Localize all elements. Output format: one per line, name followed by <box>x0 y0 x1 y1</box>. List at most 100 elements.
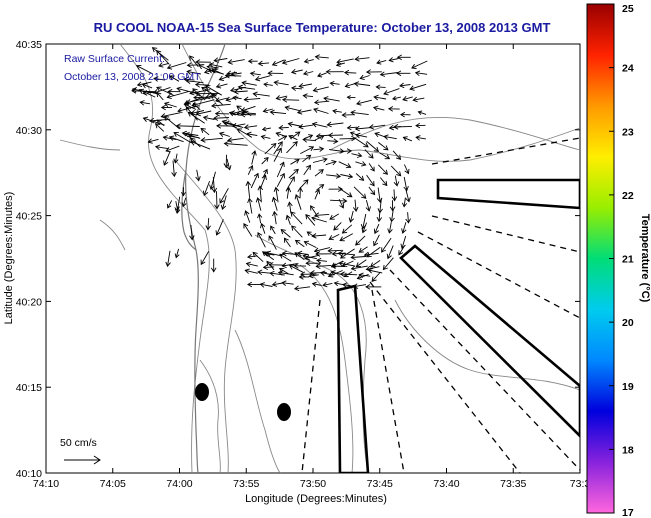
current-vector-arrow <box>327 138 339 145</box>
current-vector-arrow <box>343 69 357 76</box>
colorbar-tick-label: 21 <box>622 254 634 266</box>
current-vector-arrow <box>332 108 342 114</box>
x-axis-ticks: 74:10 74:05 74:00 73:55 73:50 73:45 73:40 73:35… <box>33 44 590 490</box>
colorbar-label: Temperature (°C) <box>639 214 651 303</box>
current-vector-arrow <box>200 137 223 143</box>
current-vector-arrow <box>364 149 374 159</box>
current-vector-arrow <box>287 121 303 128</box>
current-vector-arrow <box>314 212 330 218</box>
current-vector-arrow <box>379 71 398 77</box>
current-vector-arrow <box>417 110 427 115</box>
current-vector-arrow <box>412 96 425 103</box>
x-tick-label: 73:55 <box>233 478 259 490</box>
current-vector-arrow <box>265 250 283 257</box>
current-vector-arrow <box>400 111 411 118</box>
current-vector-arrow <box>356 273 369 280</box>
current-vector-arrow <box>223 154 230 169</box>
current-vector-arrow <box>202 180 211 197</box>
current-vector-arrow <box>227 137 244 143</box>
current-vector-arrow <box>264 142 277 155</box>
current-vector-arrow <box>131 88 156 94</box>
current-vector-arrow <box>243 96 261 103</box>
current-vector-arrow <box>367 268 383 274</box>
current-vector-arrow <box>166 91 189 100</box>
current-vector-arrow <box>290 211 303 225</box>
current-vector-arrow <box>291 225 303 238</box>
current-vector-arrow <box>354 56 370 62</box>
current-vector-arrow <box>391 189 398 202</box>
current-vector-arrow <box>200 127 210 136</box>
colorbar-tick-label: 17 <box>622 507 634 518</box>
current-vector-arrow <box>353 81 371 87</box>
current-vector-arrow <box>241 110 257 116</box>
current-vector-arrow <box>366 246 381 258</box>
current-vector-arrow <box>402 136 413 142</box>
current-vector-arrow <box>350 109 369 116</box>
current-vector-arrow <box>313 247 331 254</box>
current-vector-arrow <box>316 257 328 264</box>
current-vector-arrow <box>414 70 428 77</box>
current-vector-arrow <box>231 122 246 129</box>
current-vector-arrow <box>329 80 340 87</box>
chart-title: RU COOL NOAA-15 Sea Surface Temperature:… <box>94 20 551 35</box>
current-vector-arrow <box>185 97 209 105</box>
current-vector-arrow <box>294 193 302 210</box>
current-vector-arrow <box>198 64 216 74</box>
current-vector-arrow <box>390 165 402 177</box>
current-vector-arrow <box>303 240 317 249</box>
buoy-marker-2 <box>277 403 291 421</box>
current-vector-arrow <box>218 75 231 81</box>
current-vector-arrow <box>284 105 301 112</box>
current-vector-arrow <box>354 137 369 148</box>
current-vector-arrow <box>355 132 368 139</box>
current-vector-arrow <box>329 213 340 220</box>
colorbar-tick-label: 18 <box>622 444 634 456</box>
current-vector-arrow <box>290 158 300 165</box>
current-vector-arrow <box>273 186 280 203</box>
current-vector-arrow <box>333 281 344 287</box>
current-vector-arrow <box>230 110 244 116</box>
current-vector-arrow <box>189 55 199 68</box>
current-vector-arrow <box>281 262 298 269</box>
current-vector-arrow <box>200 251 210 266</box>
current-vector-arrow <box>323 96 340 102</box>
current-vector-arrow <box>211 177 218 194</box>
y-tick-label: 40:15 <box>16 382 42 394</box>
x-tick-label: 74:05 <box>100 478 126 490</box>
current-vector-arrow <box>405 189 411 203</box>
current-vector-arrow <box>169 75 180 82</box>
current-vector-arrow <box>194 82 210 88</box>
current-vector-arrow <box>300 146 315 155</box>
current-vector-arrow <box>283 237 291 248</box>
current-vector-arrow <box>303 58 314 64</box>
current-vector-arrow <box>300 271 317 278</box>
current-vector-arrow <box>236 105 252 117</box>
current-vector-arrow <box>208 62 223 68</box>
current-vector-arrow <box>189 225 195 241</box>
current-vector-arrow <box>192 88 206 101</box>
current-vector-arrow <box>183 76 195 83</box>
current-vector-arrow <box>154 123 165 132</box>
shipping-lanes <box>336 178 580 473</box>
y-axis-label: Latitude (Degrees:Minutes) <box>3 192 15 325</box>
current-vector-arrow <box>205 93 218 100</box>
current-vector-arrow <box>282 97 300 103</box>
current-vector-arrow <box>247 165 254 175</box>
x-axis-label: Longitude (Degrees:Minutes) <box>245 493 387 505</box>
current-vector-arrow <box>154 144 169 151</box>
scale-arrow <box>64 455 101 465</box>
current-vector-arrow <box>246 131 258 138</box>
current-vector-arrow <box>257 213 263 224</box>
current-vector-arrow <box>296 250 309 257</box>
current-vector-arrow <box>187 133 200 140</box>
current-vector-arrow <box>333 222 342 231</box>
current-vector-arrow <box>223 140 248 147</box>
current-vector-arrow <box>215 97 228 103</box>
colorbar-tick-label: 20 <box>622 317 634 329</box>
current-vector-arrow <box>278 135 288 141</box>
current-vector-arrow <box>174 248 180 259</box>
current-vector-arrow <box>294 239 305 248</box>
x-tick-label: 74:00 <box>166 478 192 490</box>
current-vector-arrow <box>328 233 340 241</box>
current-vector-arrow <box>156 86 174 96</box>
